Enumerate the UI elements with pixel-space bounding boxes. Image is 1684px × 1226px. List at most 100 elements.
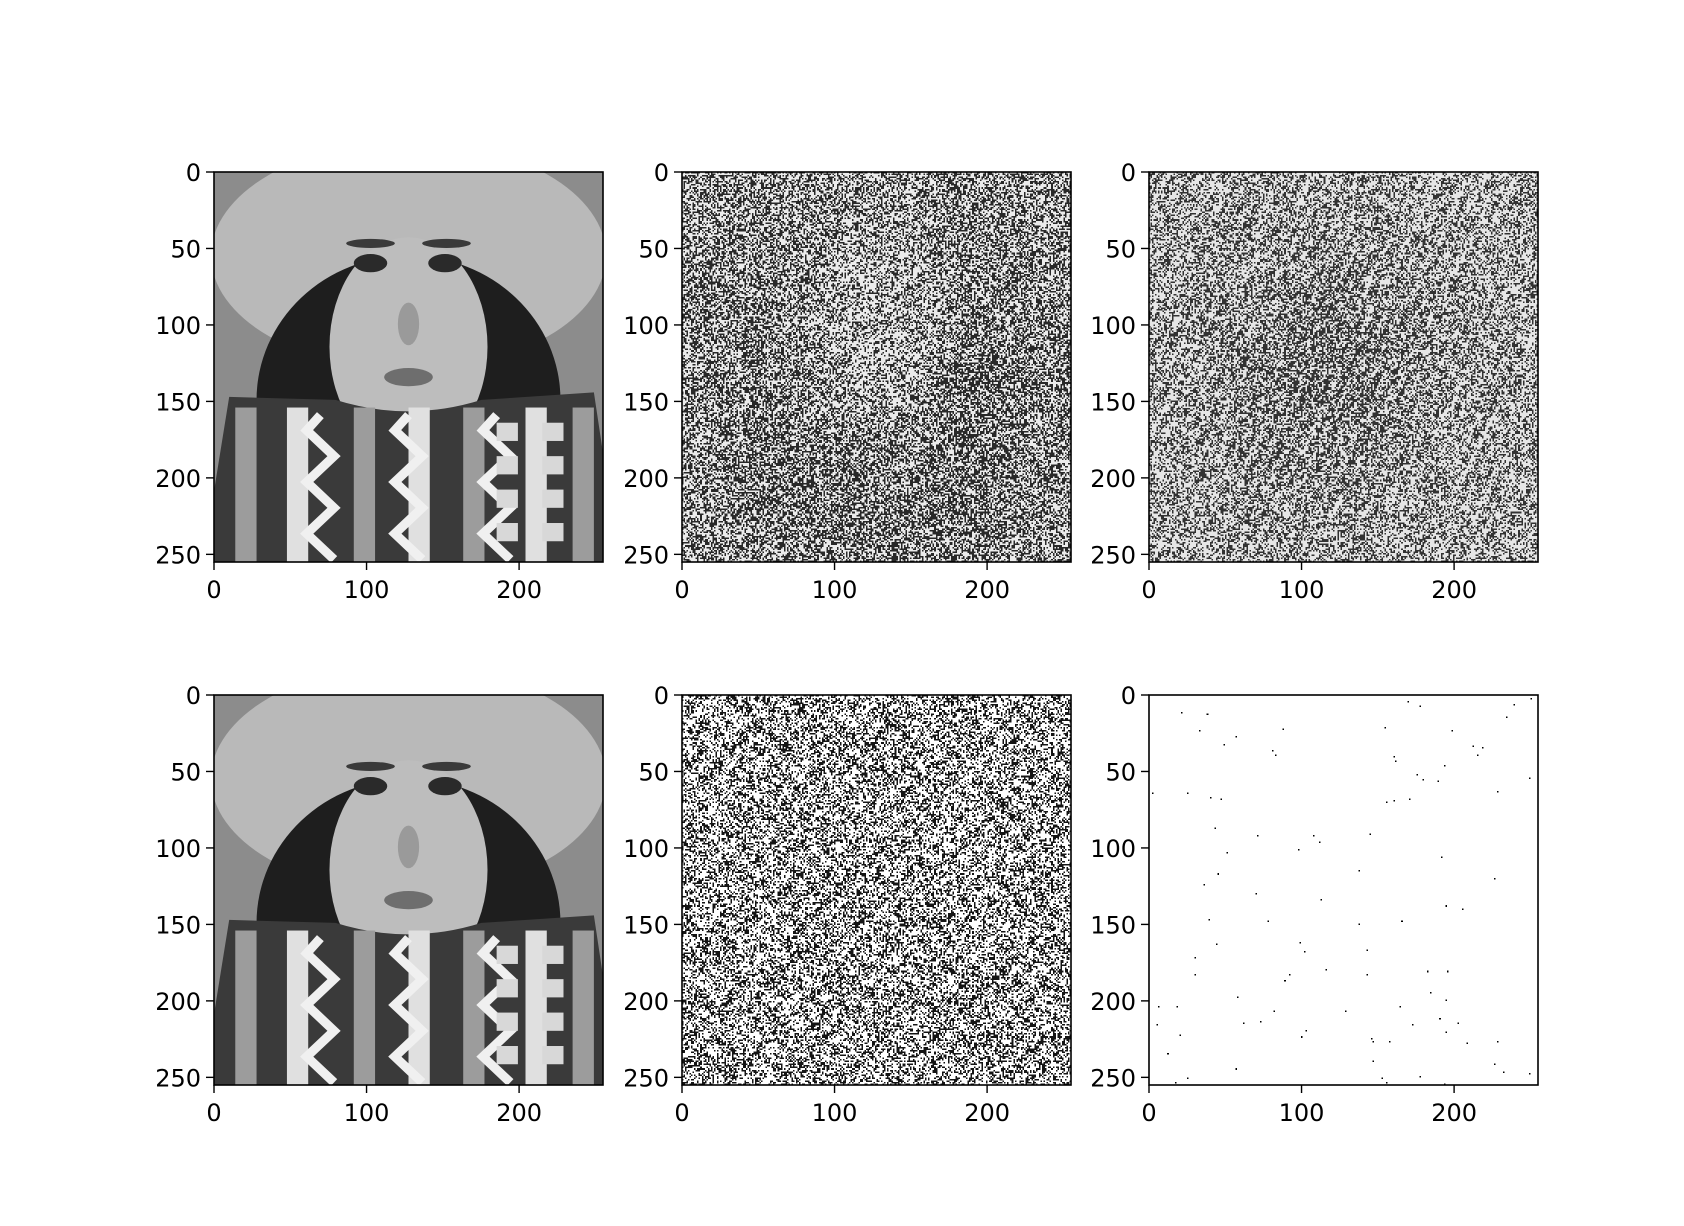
y-tick-label: 200: [1090, 988, 1136, 1016]
y-tick-label: 250: [155, 541, 201, 569]
x-tick-label: 100: [344, 1099, 390, 1127]
photo-face: [329, 237, 488, 457]
panel-original-top: 0 100 200 0 50 100 150 200 250: [155, 159, 604, 604]
x-tick-label: 200: [1431, 1099, 1477, 1127]
photo-scarf-stripe: [353, 930, 376, 1085]
y-tick-label: 200: [155, 988, 201, 1016]
x-tick-label: 0: [674, 576, 689, 604]
photo-scarf-square: [542, 422, 564, 441]
y-tick-label: 150: [623, 388, 669, 416]
photo-left-brow: [346, 238, 395, 248]
photo-scarf-square: [496, 523, 518, 542]
y-tick-label: 200: [623, 988, 669, 1016]
axes-frame: [681, 694, 1072, 1086]
y-tick-label: 50: [170, 235, 201, 263]
y-tick-label: 150: [1090, 911, 1136, 939]
y-tick-label: 100: [155, 312, 201, 340]
photo-lips: [384, 891, 433, 910]
photo-scarf-stripe: [286, 407, 309, 562]
y-tick-label: 100: [1090, 312, 1136, 340]
photo-nose: [397, 302, 420, 346]
panel-sparse-dots: 0 100 200 0 50 100 150 200 250: [1090, 682, 1539, 1127]
x-tick-label: 200: [496, 1099, 542, 1127]
y-tick-label: 50: [638, 235, 669, 263]
photo-scarf-stripe: [463, 407, 485, 562]
panel-original-bottom: 0 100 200 0 50 100 150 200 250: [155, 682, 604, 1127]
photo-scarf-zigzag: [300, 935, 341, 1085]
x-tick-label: 0: [1141, 576, 1156, 604]
photo-left-brow: [346, 761, 395, 771]
y-tick-label: 0: [1121, 682, 1136, 710]
y-tick-label: 200: [623, 465, 669, 493]
y-tick-label: 0: [186, 159, 201, 187]
photo-scarf-stripe: [525, 407, 547, 562]
y-tick-label: 100: [155, 835, 201, 863]
x-tick-label: 0: [206, 576, 221, 604]
y-tick-label: 250: [623, 541, 669, 569]
photo-scarf-zigzag: [300, 412, 341, 562]
x-tick-label: 100: [1279, 576, 1325, 604]
photo-scarf-square: [542, 489, 564, 508]
photo-scarf-square: [496, 456, 518, 475]
panel-dense-noise: 0 100 200 0 50 100 150 200 250: [623, 682, 1072, 1127]
x-tick-label: 200: [964, 576, 1010, 604]
y-tick-label: 100: [1090, 835, 1136, 863]
photo-scarf-square: [542, 1012, 564, 1031]
x-tick-label: 0: [1141, 1099, 1156, 1127]
panel-image-dense-noise: [682, 695, 1071, 1085]
y-tick-label: 100: [623, 312, 669, 340]
x-tick-label: 200: [964, 1099, 1010, 1127]
photo-scarf-square: [542, 979, 564, 998]
photo-scarf-square: [542, 945, 564, 964]
photo-scarf-square: [542, 523, 564, 542]
y-tick-label: 150: [155, 911, 201, 939]
x-tick-label: 0: [206, 1099, 221, 1127]
photo-nose: [397, 825, 420, 869]
panel-image-sparse-dots: [1149, 695, 1538, 1085]
panel-ghost-face: 0 100 200 0 50 100 150 200 250: [623, 159, 1072, 604]
photo-scarf-square: [496, 489, 518, 508]
y-tick-label: 250: [623, 1064, 669, 1092]
axes-frame: [1148, 171, 1539, 563]
photo-scarf-square: [496, 422, 518, 441]
photo-scarf-zigzag: [388, 935, 429, 1085]
photo-scarf-zigzag: [476, 935, 517, 1085]
photo-face: [329, 760, 488, 980]
panel-image-faint-texture: [1149, 172, 1538, 562]
axes-frame: [681, 171, 1072, 563]
y-tick-label: 200: [155, 465, 201, 493]
x-tick-label: 100: [812, 576, 858, 604]
photo-scarf-square: [542, 1046, 564, 1065]
y-tick-label: 150: [155, 388, 201, 416]
y-tick-label: 100: [623, 835, 669, 863]
axes-frame: [1148, 694, 1539, 1086]
x-tick-label: 200: [1431, 576, 1477, 604]
y-tick-label: 50: [1105, 758, 1136, 786]
photo-scarf-stripe: [286, 930, 309, 1085]
photo-scarf-stripe: [525, 930, 547, 1085]
y-tick-label: 0: [1121, 159, 1136, 187]
panel-faint-texture: 0 100 200 0 50 100 150 200 250: [1090, 159, 1539, 604]
photo-scarf-square: [496, 1046, 518, 1065]
photo-scarf-stripe: [572, 407, 594, 562]
photo-left-eye: [353, 254, 388, 273]
photo-right-brow: [422, 761, 471, 771]
panel-image-ghost-face: [682, 172, 1071, 562]
y-tick-label: 250: [155, 1064, 201, 1092]
photo-scarf-zigzag: [388, 412, 429, 562]
photo-scarf-stripe: [572, 930, 594, 1085]
photo-right-eye: [428, 777, 462, 796]
y-tick-label: 50: [638, 758, 669, 786]
y-tick-label: 150: [1090, 388, 1136, 416]
photo-scarf-stripe: [235, 407, 257, 562]
photo-scarf-square: [496, 945, 518, 964]
y-tick-label: 250: [1090, 1064, 1136, 1092]
x-tick-label: 0: [674, 1099, 689, 1127]
photo-left-eye: [353, 777, 388, 796]
photo-scarf-stripe: [463, 930, 485, 1085]
photo-scarf-stripe: [235, 930, 257, 1085]
y-tick-label: 150: [623, 911, 669, 939]
y-tick-label: 250: [1090, 541, 1136, 569]
photo-scarf-square: [542, 456, 564, 475]
